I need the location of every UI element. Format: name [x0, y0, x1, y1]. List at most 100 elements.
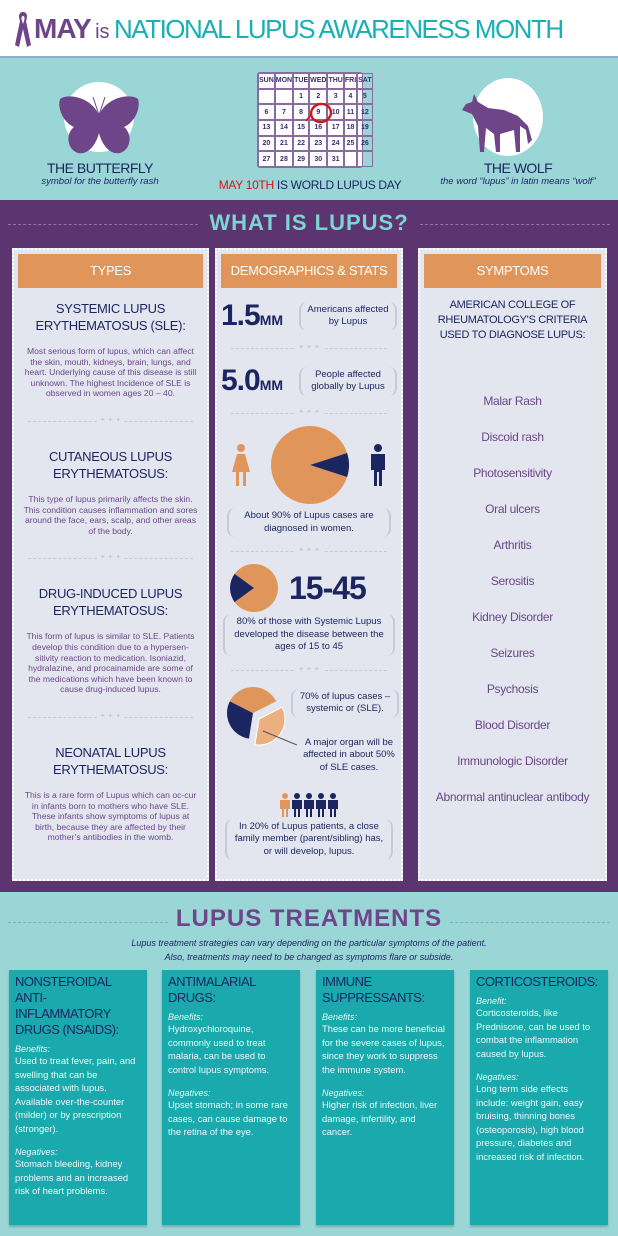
symptom-item: Immunologic Disorder	[457, 754, 568, 768]
calendar-date: 18	[343, 120, 358, 136]
world-lupus-day-date: MAY 10TH	[218, 178, 274, 192]
calendar-date: 20	[258, 135, 275, 152]
title-may: MAY	[34, 13, 92, 44]
symptoms-intro: AMERICAN COLLEGE OF RHEUMATOLOGY'S CRITER…	[424, 298, 601, 343]
world-lupus-day-text: IS WORLD LUPUS DAY	[273, 178, 402, 192]
calendar-date: 11	[343, 104, 358, 120]
lupus-type-name: NEONATAL LUPUS	[55, 744, 166, 760]
negatives-text: Long term side effects include: weight g…	[476, 1083, 585, 1162]
lupus-type-name: ERYTHEMATOSUS:	[53, 761, 168, 777]
calendar-date: 10	[327, 104, 344, 120]
calendar-date: 3	[327, 88, 344, 105]
treatment-name: INFLAMMATORY	[15, 1006, 111, 1021]
symptom-item: Psychosis	[486, 682, 539, 696]
divider	[231, 413, 387, 414]
calendar-date: 1	[293, 88, 310, 105]
calendar-day-header: WED	[309, 73, 328, 89]
calendar-date: 5	[357, 88, 373, 105]
divider	[231, 669, 387, 671]
calendar-date: 28	[274, 151, 294, 167]
calendar-date: 13	[258, 120, 275, 136]
divider	[28, 420, 193, 422]
treatment-card: CORTICOSTEROIDS: Benefit: Corticosteroids,…	[470, 970, 608, 1225]
calendar-date: 24	[327, 135, 344, 152]
lupus-type-name: ERYTHEMATOSUS:	[53, 465, 168, 481]
treatments-subtitle-line: Also, treatments may need to be changed …	[164, 952, 454, 962]
calendar-date: 7	[274, 104, 294, 120]
benefits-text: These can be more beneficial for the sev…	[322, 1023, 445, 1075]
calendar-date: 29	[293, 151, 310, 167]
symptoms-intro-line: RHEUMATOLOGY'S CRITERIA	[437, 314, 588, 326]
benefits-label: Benefits:	[168, 1012, 204, 1022]
calendar-date: 14	[274, 120, 294, 136]
lupus-type-name: ERYTHEMATOSUS (SLE):	[35, 318, 186, 333]
section-title-what-is-lupus: WHAT IS LUPUS?	[209, 210, 409, 235]
divider	[28, 558, 193, 560]
man-icon	[371, 444, 386, 486]
lupus-type-description: This form of lupus is similar to SLE. Pa…	[26, 631, 195, 695]
stat-global: 5.0MM People affected globally by Lupus	[221, 359, 397, 403]
negatives-text: Upset stomach; in some rare cases, can c…	[168, 1099, 288, 1137]
person-icon	[316, 792, 326, 817]
calendar-date: 16	[309, 120, 328, 136]
wolf-icon	[462, 94, 532, 152]
benefits-text: Corticosteroids, like Prednisone, can be…	[476, 1007, 591, 1059]
treatments-subtitle: Lupus treatment strategies can vary depe…	[0, 936, 618, 964]
pie-slice-major-organ	[254, 706, 286, 745]
title-rest: NATIONAL LUPUS AWARENESS MONTH	[114, 14, 564, 44]
person-icon	[292, 792, 302, 817]
wolf-caption-block: THE WOLF the word “lupus” in latin means…	[420, 160, 616, 187]
treatment-card: ANTIMALARIAL DRUGS: Benefits: Hydroxychloro…	[162, 970, 300, 1225]
treatments-title: LUPUS TREATMENTS	[0, 905, 618, 933]
calendar-day-header: FRI	[343, 73, 358, 89]
lupus-type-name: DRUG-INDUCED LUPUS	[38, 586, 183, 602]
benefits-label: Benefits:	[322, 1012, 358, 1022]
pie-women	[270, 426, 349, 504]
calendar-date: 25	[343, 135, 358, 152]
symptom-item: Arthritis	[493, 538, 532, 552]
calendar-date: 8	[293, 104, 310, 120]
benefits-label: Benefits:	[15, 1044, 51, 1054]
calendar-date: 19	[357, 120, 373, 136]
organ-text: A major organ will be affected in about …	[303, 736, 395, 773]
calendar: SUN MON TUE WED THU FRI SAT 1 2 3 4 5 6 7 8 9 10 11 12 13 14…	[257, 72, 373, 168]
wave-divider	[420, 224, 610, 225]
types-header-label: TYPES	[89, 263, 132, 278]
negatives-label: Negatives:	[322, 1088, 365, 1098]
calendar-date: 12	[357, 104, 373, 120]
types-column: TYPES SYSTEMIC LUPUS ERYTHEMATOSUS (SLE):…	[12, 248, 209, 881]
calendar-day-header: SAT	[357, 73, 373, 89]
person-icon	[328, 792, 338, 817]
pie-slice-men	[309, 452, 349, 478]
pie-ages	[230, 564, 278, 612]
divider	[231, 551, 387, 552]
treatment-name: ANTIMALARIAL	[168, 974, 256, 989]
demographics-header: DEMOGRAPHICS & STATS	[221, 254, 397, 288]
calendar-date: 31	[327, 151, 344, 167]
person-icon	[304, 792, 314, 817]
treatment-name: NONSTEROIDAL ANTI-	[15, 974, 112, 1005]
sle-text: 70% of lupus cases – systemic or (SLE).	[291, 688, 399, 718]
calendar-date: 6	[258, 104, 275, 120]
symptom-item: Photosensitivity	[473, 466, 552, 480]
treatments-title-label: LUPUS TREATMENTS	[167, 905, 451, 932]
symptom-item: Abnormal antinuclear antibody	[435, 790, 590, 804]
stat-americans-text: Americans affected by Lupus	[299, 301, 397, 331]
calendar-date: 26	[357, 135, 373, 152]
butterfly-caption-block: THE BUTTERFLY symbol for the butterfly r…	[20, 160, 180, 187]
person-icon	[280, 792, 290, 817]
divider	[231, 348, 387, 349]
wave-divider	[440, 922, 610, 923]
benefits-label: Benefit:	[476, 996, 507, 1006]
lupus-type-name: SYSTEMIC LUPUS	[55, 301, 166, 316]
calendar-date: 17	[327, 120, 344, 136]
calendar-date: 23	[309, 135, 328, 152]
stat-global-number: 5.0MM	[221, 364, 284, 397]
symptoms-intro-line: AMERICAN COLLEGE OF	[449, 299, 576, 311]
symptom-item: Kidney Disorder	[472, 610, 553, 624]
wave-divider	[8, 922, 178, 923]
lupus-type-item: SYSTEMIC LUPUS ERYTHEMATOSUS (SLE): Most s…	[18, 300, 203, 399]
symptom-item: Malar Rash	[483, 394, 542, 408]
title-is: is	[95, 21, 110, 43]
